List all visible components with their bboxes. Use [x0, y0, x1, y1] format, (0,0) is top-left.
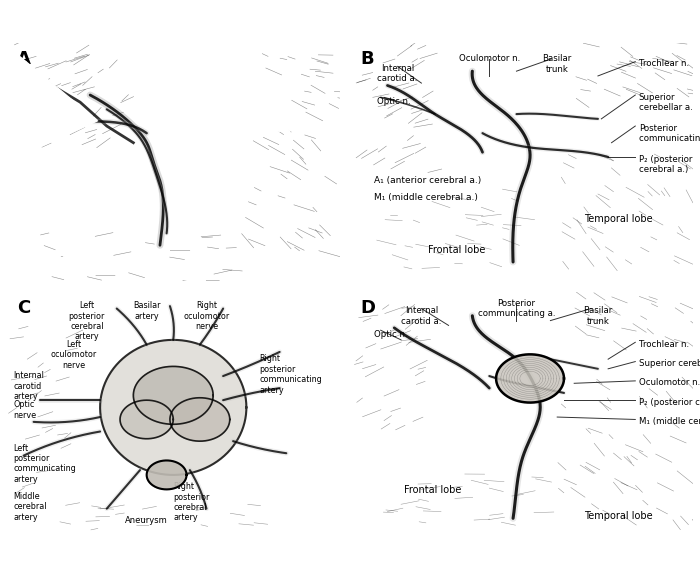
Text: C: C	[17, 299, 30, 317]
Text: B: B	[360, 50, 374, 68]
Text: Left
posterior
cerebral
artery: Left posterior cerebral artery	[69, 301, 105, 342]
Text: Right
oculomotor
nerve: Right oculomotor nerve	[183, 301, 230, 331]
Polygon shape	[100, 340, 246, 475]
Text: Middle
cerebral
artery: Middle cerebral artery	[14, 492, 47, 521]
Text: Internal
carotid
artery: Internal carotid artery	[14, 371, 45, 401]
Text: Trochlear n.: Trochlear n.	[638, 340, 689, 349]
Text: Right
posterior
communicating
artery: Right posterior communicating artery	[260, 354, 323, 394]
Text: Temporal lobe: Temporal lobe	[584, 214, 653, 224]
Polygon shape	[120, 400, 174, 438]
Text: Optic n.: Optic n.	[374, 330, 407, 339]
Text: Optic
nerve: Optic nerve	[14, 400, 37, 419]
Text: Optic n.: Optic n.	[377, 97, 411, 106]
Text: Trochlear n.: Trochlear n.	[638, 59, 689, 68]
Text: ®: ®	[66, 5, 76, 15]
Text: D: D	[360, 299, 375, 317]
Text: 2: 2	[83, 171, 91, 181]
Text: 1: 1	[34, 107, 41, 117]
Text: Posterior
communicating a.: Posterior communicating a.	[638, 124, 700, 143]
Text: Medscape: Medscape	[8, 3, 79, 16]
Text: Left
posterior
communicating
artery: Left posterior communicating artery	[14, 444, 76, 484]
Text: Temporal lobe: Temporal lobe	[584, 511, 653, 521]
Text: Oculomotor n.: Oculomotor n.	[638, 379, 700, 387]
Text: M₁ (middle cerebral a.): M₁ (middle cerebral a.)	[374, 193, 477, 202]
Polygon shape	[134, 367, 213, 425]
Text: P₂ (posterior
cerebral a.): P₂ (posterior cerebral a.)	[638, 155, 692, 174]
Text: Internal
carotid a.: Internal carotid a.	[401, 306, 442, 325]
Text: M₁ (middle cerebral a.): M₁ (middle cerebral a.)	[638, 417, 700, 426]
Text: www.medscape.com: www.medscape.com	[147, 3, 268, 16]
Text: Frontal lobe: Frontal lobe	[405, 484, 462, 495]
Text: P₂ (posterior cerebral a.): P₂ (posterior cerebral a.)	[638, 398, 700, 407]
Polygon shape	[147, 461, 186, 490]
Text: Frontal lobe: Frontal lobe	[428, 245, 486, 255]
Polygon shape	[496, 354, 564, 403]
Text: Superior
cerebellar a.: Superior cerebellar a.	[638, 93, 692, 112]
Text: A₁ (anterior cerebral a.): A₁ (anterior cerebral a.)	[374, 176, 481, 185]
Text: Superior cerebellar a.: Superior cerebellar a.	[638, 359, 700, 368]
Text: Basilar
artery: Basilar artery	[133, 301, 160, 321]
Text: Source: Neurosurg Focus © 2005 American Association of Neurological Surgeons: Source: Neurosurg Focus © 2005 American …	[288, 564, 693, 574]
Text: Left
oculomotor
nerve: Left oculomotor nerve	[50, 340, 97, 369]
Text: Posterior
communicating a.: Posterior communicating a.	[477, 299, 555, 318]
Text: A: A	[17, 50, 31, 68]
Text: Internal
carotid a.: Internal carotid a.	[377, 64, 418, 84]
Text: Basilar
trunk: Basilar trunk	[542, 55, 572, 74]
Text: Oculomotor n.: Oculomotor n.	[458, 55, 520, 63]
Text: Right
posterior
cerebral
artery: Right posterior cerebral artery	[174, 482, 209, 523]
Text: Basilar
trunk: Basilar trunk	[583, 306, 612, 325]
Text: 3: 3	[206, 92, 214, 103]
Polygon shape	[170, 398, 230, 441]
Text: Aneurysm: Aneurysm	[125, 516, 168, 525]
